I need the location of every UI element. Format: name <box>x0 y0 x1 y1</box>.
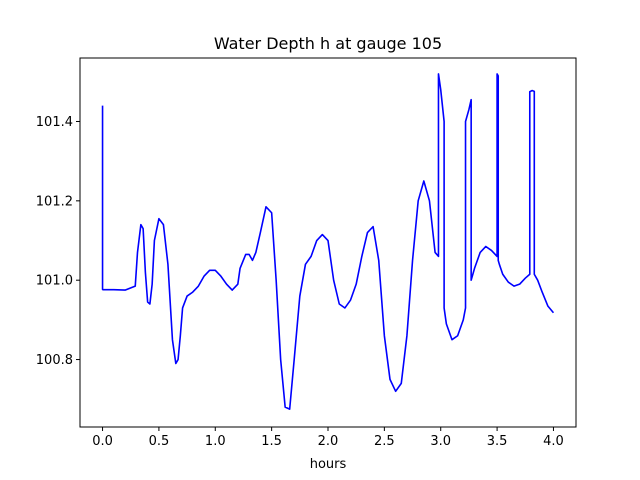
x-tick-label: 0.5 <box>149 434 170 449</box>
x-axis-label: hours <box>310 457 347 472</box>
plot-area <box>101 73 555 410</box>
x-tick-label: 2.5 <box>374 434 395 449</box>
x-tick-label: 3.0 <box>430 434 451 449</box>
y-tick-label: 100.8 <box>36 353 73 368</box>
x-tick-label: 4.0 <box>543 434 564 449</box>
x-tick-label: 1.0 <box>205 434 226 449</box>
x-tick-label: 2.0 <box>318 434 339 449</box>
y-tick-label: 101.0 <box>36 274 73 289</box>
x-axis: 0.0 0.5 1.0 1.5 2.0 2.5 3.0 3.5 4.0 <box>92 427 564 449</box>
x-tick-label: 3.5 <box>487 434 508 449</box>
y-tick-label: 101.4 <box>36 115 73 130</box>
x-tick-label: 0.0 <box>92 434 113 449</box>
chart-title: Water Depth h at gauge 105 <box>214 34 442 53</box>
series-line-0 <box>101 73 555 410</box>
x-tick-label: 1.5 <box>261 434 282 449</box>
y-tick-label: 101.2 <box>36 194 73 209</box>
y-axis: 100.8 101.0 101.2 101.4 <box>36 115 80 368</box>
